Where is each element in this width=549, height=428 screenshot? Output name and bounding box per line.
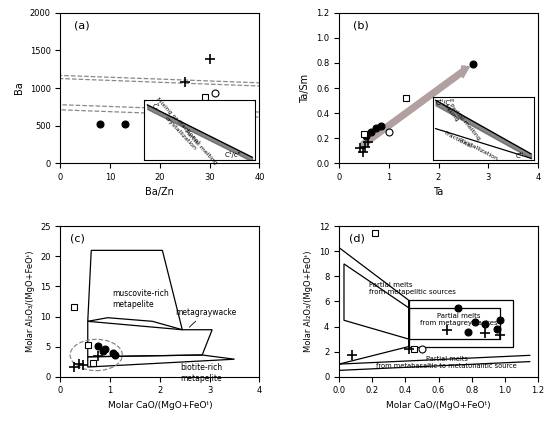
X-axis label: Ta: Ta (433, 187, 444, 197)
X-axis label: Molar CaO/(MgO+FeOᵗ): Molar CaO/(MgO+FeOᵗ) (386, 401, 491, 410)
Text: (a): (a) (74, 21, 90, 30)
FancyArrow shape (361, 66, 469, 149)
Y-axis label: Ta/Sm: Ta/Sm (300, 74, 311, 103)
Y-axis label: Ba: Ba (14, 82, 24, 95)
Text: Partial melts
from metagreywackes: Partial melts from metagreywackes (419, 312, 497, 326)
Text: biotite-rich
metapelite: biotite-rich metapelite (180, 363, 222, 383)
Y-axis label: Molar Al₂O₃/(MgO+FeOᵗ): Molar Al₂O₃/(MgO+FeOᵗ) (26, 251, 35, 352)
X-axis label: Ba/Zn: Ba/Zn (145, 187, 175, 197)
X-axis label: Molar CaO/(MgO+FeOᵗ): Molar CaO/(MgO+FeOᵗ) (108, 401, 212, 410)
Text: Partial melts
from metabasaltic to metatonalitic source: Partial melts from metabasaltic to metat… (377, 357, 517, 369)
Text: metagraywacke: metagraywacke (175, 307, 236, 327)
Text: (c): (c) (70, 234, 85, 244)
Text: muscovite-rich
metapelite: muscovite-rich metapelite (113, 289, 170, 309)
Text: (d): (d) (349, 234, 365, 244)
Text: Partial melts
from metapelitic sources: Partial melts from metapelitic sources (369, 282, 456, 295)
Y-axis label: Molar Al₂O₃/(MgO+FeOᵗ): Molar Al₂O₃/(MgO+FeOᵗ) (304, 251, 313, 352)
Text: (b): (b) (353, 21, 369, 30)
